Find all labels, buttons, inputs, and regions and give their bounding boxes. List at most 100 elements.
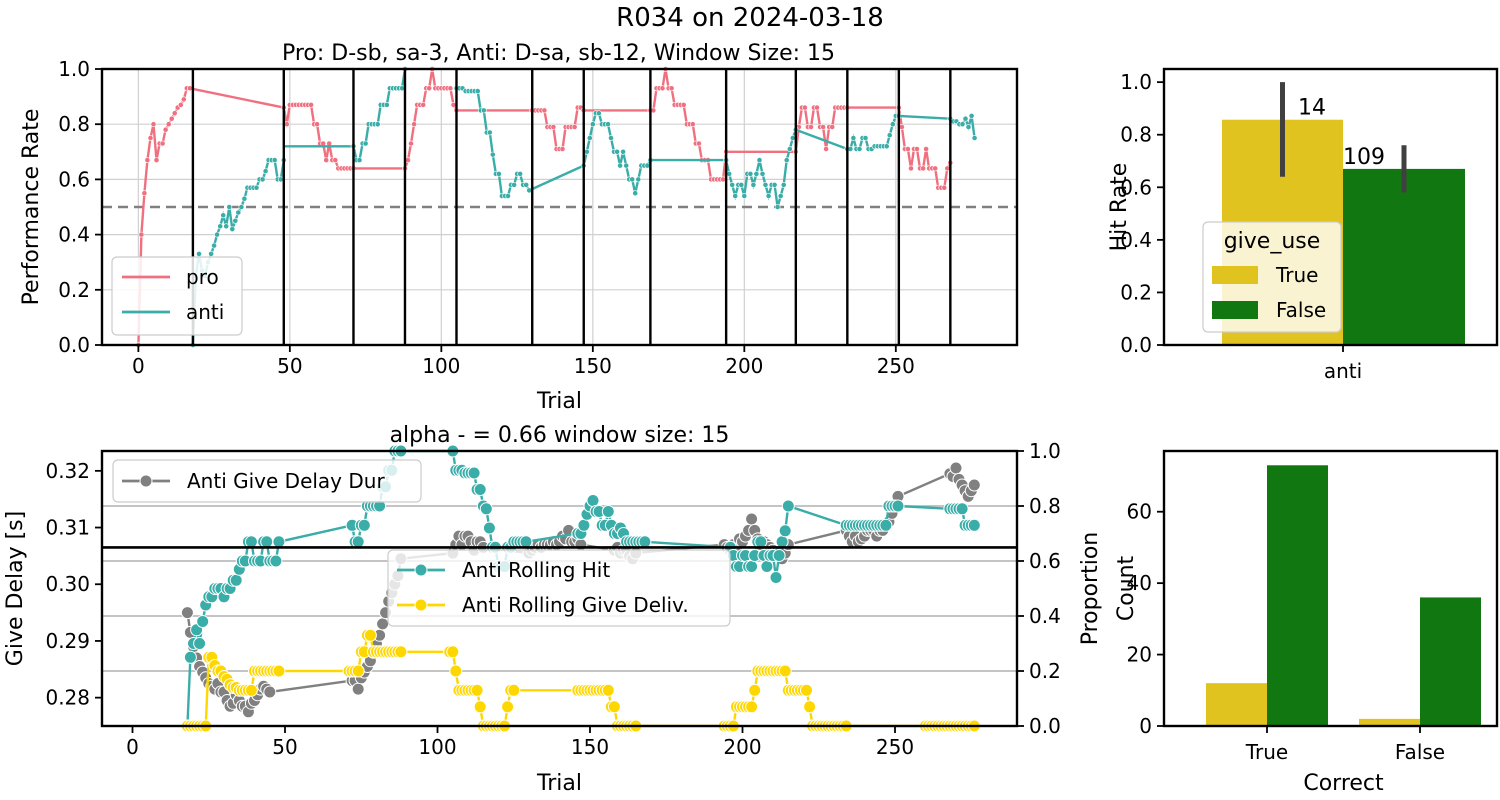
data-point-anti [883,143,890,150]
data-point [949,461,963,475]
data-point-anti [238,204,245,210]
data-point-anti [750,181,757,188]
performance-x-tick-label: 250 [877,354,915,378]
series-anti-rolling-give-deliv- [180,628,981,733]
data-point [272,535,286,549]
data-point-pro [159,140,166,147]
data-point-pro [323,157,330,163]
data-point [263,685,277,699]
data-point-anti [741,193,748,199]
data-point-anti [632,190,639,197]
series-line-anti [795,128,848,151]
data-point [601,505,615,518]
data-point-anti [753,170,760,177]
correct-count-x-tick-label: False [1395,740,1445,764]
data-point-pro [144,157,151,163]
performance-y-tick-label: 0.0 [58,333,90,357]
data-point-anti [889,121,896,128]
data-point-anti [629,176,636,183]
data-point-pro [814,104,820,111]
data-point [351,682,365,696]
data-point-anti [765,193,772,199]
data-point-anti [374,121,381,128]
data-point-pro [689,121,696,128]
data-point-anti [523,181,530,188]
data-point-pro [150,121,157,128]
data-point-anti [241,195,248,202]
data-point-pro [147,135,154,141]
data-point [501,700,515,714]
data-point [769,571,783,584]
data-point-pro [541,107,548,114]
bar-true-true [1206,683,1267,726]
give-delay-y-tick-label: 0.31 [45,516,90,540]
data-point-pro [308,102,314,108]
legend-swatch-true [1212,266,1258,284]
data-point-pro [914,146,920,152]
legend-box [112,459,422,503]
data-point-pro [153,157,160,163]
bar-count-label: 14 [1298,96,1326,121]
data-point [272,664,286,678]
data-point-anti [220,212,227,219]
data-point [754,535,768,549]
bar-true-false [1267,465,1328,726]
proportion-y-tick-label: 1.0 [1029,439,1061,463]
data-point [955,502,969,516]
give-delay-x-tick-label: 150 [571,735,609,759]
data-point-anti [608,135,614,141]
data-point-pro [820,124,826,130]
give-delay-y-label: Give Delay [s] [3,511,28,666]
data-point-anti [583,148,590,155]
data-point [507,683,521,697]
data-point [967,518,981,532]
data-point [467,466,481,480]
data-point [482,521,496,535]
data-point-pro [802,104,808,111]
data-point-anti [774,204,781,210]
data-point-anti [235,209,242,216]
proportion-y-tick-label: 0.6 [1029,549,1061,573]
hit-rate-y-tick-label: 0.6 [1120,175,1152,199]
data-point [745,512,759,526]
data-point [357,518,371,532]
legend-box [387,549,731,627]
legend-label-anti: anti [186,300,224,324]
data-point-pro [411,121,417,128]
data-point-pro [659,85,666,92]
data-point [446,645,460,659]
data-point-pro [180,96,187,103]
data-point-anti [271,157,278,163]
data-point [363,628,377,642]
data-point [473,483,487,496]
data-point [519,535,533,549]
data-point-anti [208,250,214,257]
correct-count-y-label: Count [1114,555,1139,621]
data-point-anti [589,121,596,128]
data-point-anti [511,181,517,188]
hit-rate-y-tick-label: 1.0 [1120,70,1152,94]
data-point-anti [617,162,623,169]
data-point [781,499,795,513]
give-delay-plot-frame [100,449,1019,728]
proportion-legend: Anti Rolling Hit Anti Rolling Give Deliv. [387,549,731,627]
data-point-pro [680,102,687,108]
data-point [351,664,365,678]
data-point-anti [726,170,733,177]
data-point-anti [383,102,390,108]
legend-swatch-marker [139,474,153,488]
bar-false-false [1420,597,1481,726]
data-point-pro [696,140,702,147]
data-point-anti [962,115,969,122]
data-point-pro [899,124,905,130]
data-point [180,606,194,620]
data-point-pro [823,146,829,152]
data-point [638,535,652,549]
legend-swatch-marker [414,563,428,577]
data-point [473,700,487,714]
data-point-pro [808,124,814,130]
performance-y-label: Performance Rate [19,109,44,306]
data-point [607,700,621,714]
data-point-anti [517,170,523,177]
correct-count-panel: True False 0 20 40 60 Correct Count [1114,449,1499,796]
